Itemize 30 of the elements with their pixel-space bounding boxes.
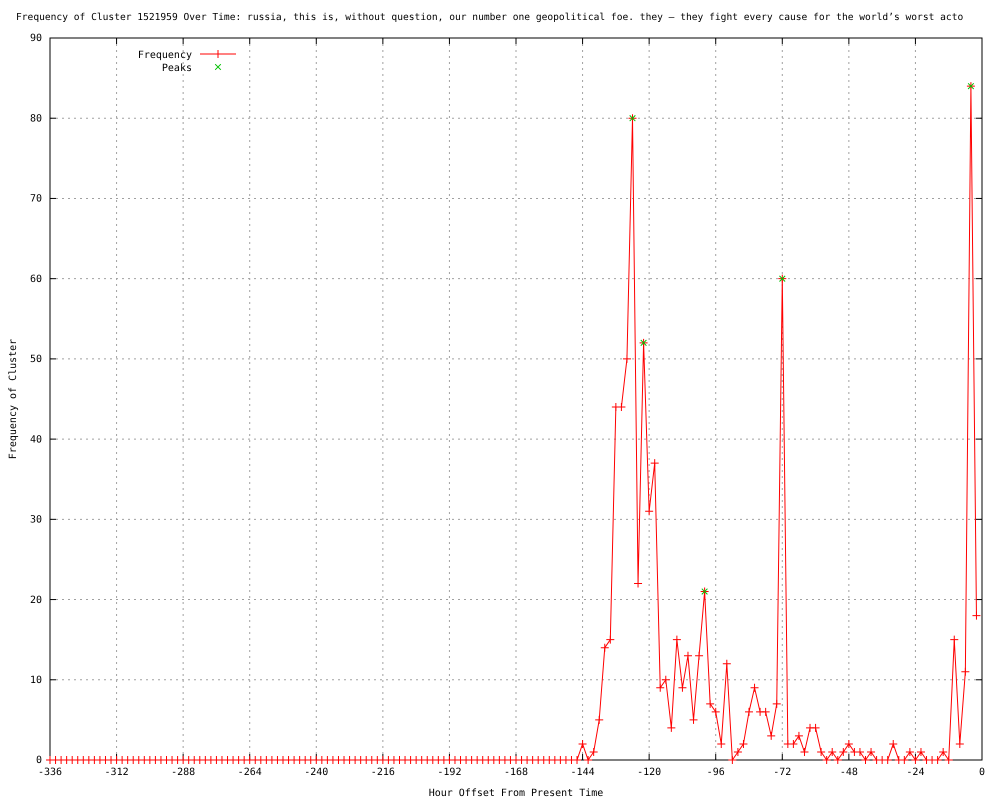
x-tick-label: -264 bbox=[238, 767, 262, 778]
y-tick-label: 40 bbox=[30, 434, 42, 446]
legend-label: Frequency bbox=[138, 50, 192, 61]
x-tick-label: -96 bbox=[706, 767, 725, 778]
legend-label: Peaks bbox=[162, 63, 192, 74]
x-tick-label: -336 bbox=[38, 767, 62, 778]
y-tick-label: 70 bbox=[30, 194, 42, 205]
y-tick-label: 80 bbox=[30, 113, 42, 124]
x-tick-label: -168 bbox=[504, 767, 528, 778]
x-tick-label: -144 bbox=[570, 767, 595, 778]
x-tick-label: -192 bbox=[437, 767, 462, 778]
x-tick-label: 0 bbox=[978, 767, 986, 778]
x-tick-label: -216 bbox=[370, 767, 395, 778]
x-tick-label: -72 bbox=[773, 767, 792, 778]
y-tick-label: 90 bbox=[30, 33, 42, 44]
y-tick-label: 10 bbox=[30, 674, 42, 686]
y-tick-label: 30 bbox=[30, 514, 42, 526]
chart-title: Frequency of Cluster 1521959 Over Time: russia, this is, without question, our number one geopolitical foe. they – they fight every cause for the world’s worst acto bbox=[16, 12, 964, 23]
x-tick-label: -288 bbox=[171, 767, 196, 778]
y-axis-title: Frequency of Cluster bbox=[8, 338, 19, 460]
y-tick-label: 20 bbox=[30, 594, 42, 606]
x-tick-label: -24 bbox=[906, 767, 924, 778]
y-tick-label: 0 bbox=[36, 755, 42, 766]
y-tick-label: 50 bbox=[30, 354, 42, 366]
x-tick-label: -120 bbox=[637, 767, 662, 778]
x-tick-label: -240 bbox=[304, 767, 328, 778]
x-tick-label: -312 bbox=[104, 767, 129, 778]
y-tick-label: 60 bbox=[30, 274, 42, 285]
x-tick-label: -48 bbox=[840, 767, 858, 778]
x-axis-title: Hour Offset From Present Time bbox=[428, 788, 604, 799]
